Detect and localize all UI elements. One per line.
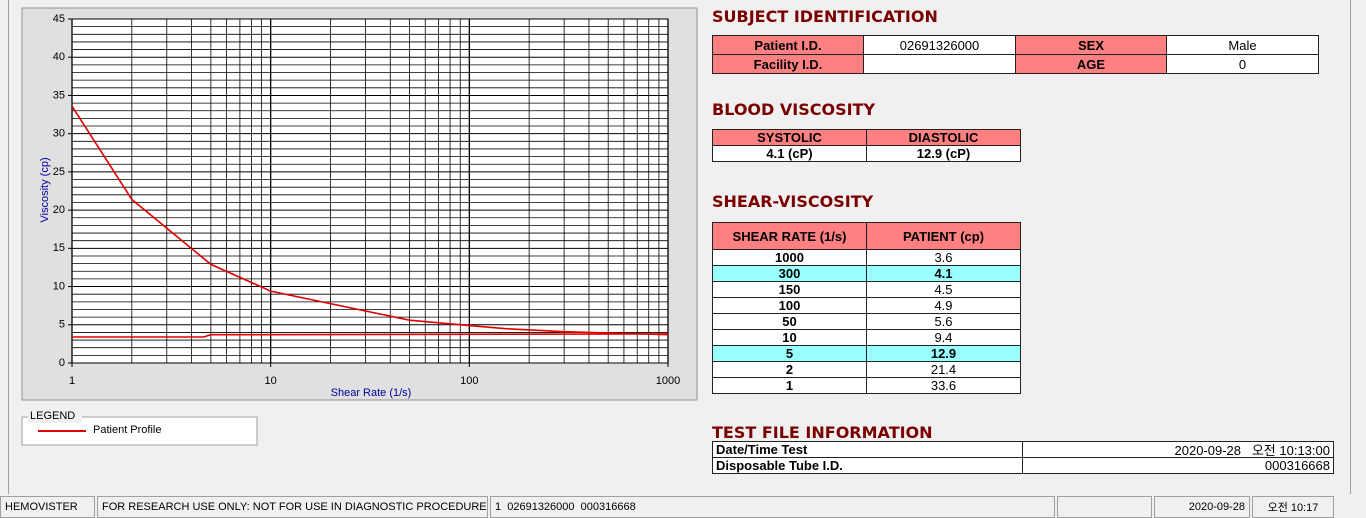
table-cell: 4.1 (866, 265, 1021, 282)
x-axis-label: Shear Rate (1/s) (331, 387, 412, 399)
table-header: SYSTOLIC (712, 129, 867, 146)
field-value: 2020-09-28 오전 10:13:00 (1022, 441, 1334, 458)
table-header: PATIENT (cp) (866, 222, 1021, 250)
table-cell: 21.4 (866, 361, 1021, 378)
y-tick-label: 25 (53, 166, 65, 178)
table-cell: 4.5 (866, 281, 1021, 298)
window-edge (1350, 0, 1351, 494)
table-cell: 2 (712, 361, 867, 378)
legend-title: LEGEND (30, 410, 75, 422)
table-cell: 150 (712, 281, 867, 298)
plot-frame (71, 18, 669, 364)
y-tick-label: 5 (59, 319, 65, 331)
table-cell: 33.6 (866, 377, 1021, 394)
y-tick-label: 0 (59, 357, 65, 369)
x-tick-label: 1 (69, 375, 75, 387)
data-line (71, 105, 669, 336)
legend-title-bg (28, 409, 82, 423)
status-panel: HEMOVISTER (0, 496, 95, 518)
status-panel: 오전 10:17 (1252, 496, 1334, 518)
field-value: 0 (1166, 54, 1319, 74)
field-value: Male (1166, 35, 1319, 55)
table-cell: 5.6 (866, 313, 1021, 330)
legend-label: Patient Profile (93, 424, 161, 436)
status-panel (1057, 496, 1152, 518)
table-cell: 50 (712, 313, 867, 330)
table-cell: 300 (712, 265, 867, 282)
table-header: SHEAR RATE (1/s) (712, 222, 867, 250)
table-cell: 100 (712, 297, 867, 314)
field-value (863, 54, 1016, 74)
table-cell: 12.9 (cP) (866, 145, 1021, 162)
x-tick-label: 1000 (656, 375, 680, 387)
status-panel: FOR RESEARCH USE ONLY: NOT FOR USE IN DI… (97, 496, 488, 518)
field-label: Patient I.D. (712, 35, 864, 55)
y-axis-label: Viscosity (cp) (39, 157, 51, 222)
table-cell: 1 (712, 377, 867, 394)
y-tick-label: 45 (53, 13, 65, 25)
status-panel: 1 02691326000 000316668 (490, 496, 1055, 518)
field-value: 02691326000 (863, 35, 1016, 55)
table-cell: 3.6 (866, 249, 1021, 266)
x-tick-label: 10 (265, 375, 277, 387)
field-label: Disposable Tube I.D. (712, 457, 1023, 474)
table-cell: 5 (712, 345, 867, 362)
x-tick-label: 100 (460, 375, 478, 387)
section-title: SUBJECT IDENTIFICATION (712, 7, 938, 26)
field-value: 000316668 (1022, 457, 1334, 474)
y-tick-label: 15 (53, 242, 65, 254)
table-cell: 4.9 (866, 297, 1021, 314)
y-tick-label: 10 (53, 280, 65, 292)
y-tick-label: 35 (53, 89, 65, 101)
window-edge (8, 0, 9, 494)
section-title: TEST FILE INFORMATION (712, 423, 933, 442)
field-label: Date/Time Test (712, 441, 1023, 458)
section-title: BLOOD VISCOSITY (712, 100, 876, 119)
table-cell: 10 (712, 329, 867, 346)
plot-area (72, 19, 668, 363)
table-cell: 1000 (712, 249, 867, 266)
field-label: Facility I.D. (712, 54, 864, 74)
table-cell: 4.1 (cP) (712, 145, 867, 162)
chart: Shear Rate (1/s) Viscosity (cp) LEGEND 0… (21, 7, 698, 446)
table-cell: 9.4 (866, 329, 1021, 346)
data-line (72, 333, 669, 338)
section-title: SHEAR-VISCOSITY (712, 192, 874, 211)
status-panel: 2020-09-28 (1154, 496, 1250, 518)
table-header: DIASTOLIC (866, 129, 1021, 146)
field-label: SEX (1015, 35, 1167, 55)
field-label: AGE (1015, 54, 1167, 74)
y-tick-label: 20 (53, 204, 65, 216)
y-tick-label: 40 (53, 51, 65, 63)
table-cell: 12.9 (866, 345, 1021, 362)
y-tick-label: 30 (53, 128, 65, 140)
